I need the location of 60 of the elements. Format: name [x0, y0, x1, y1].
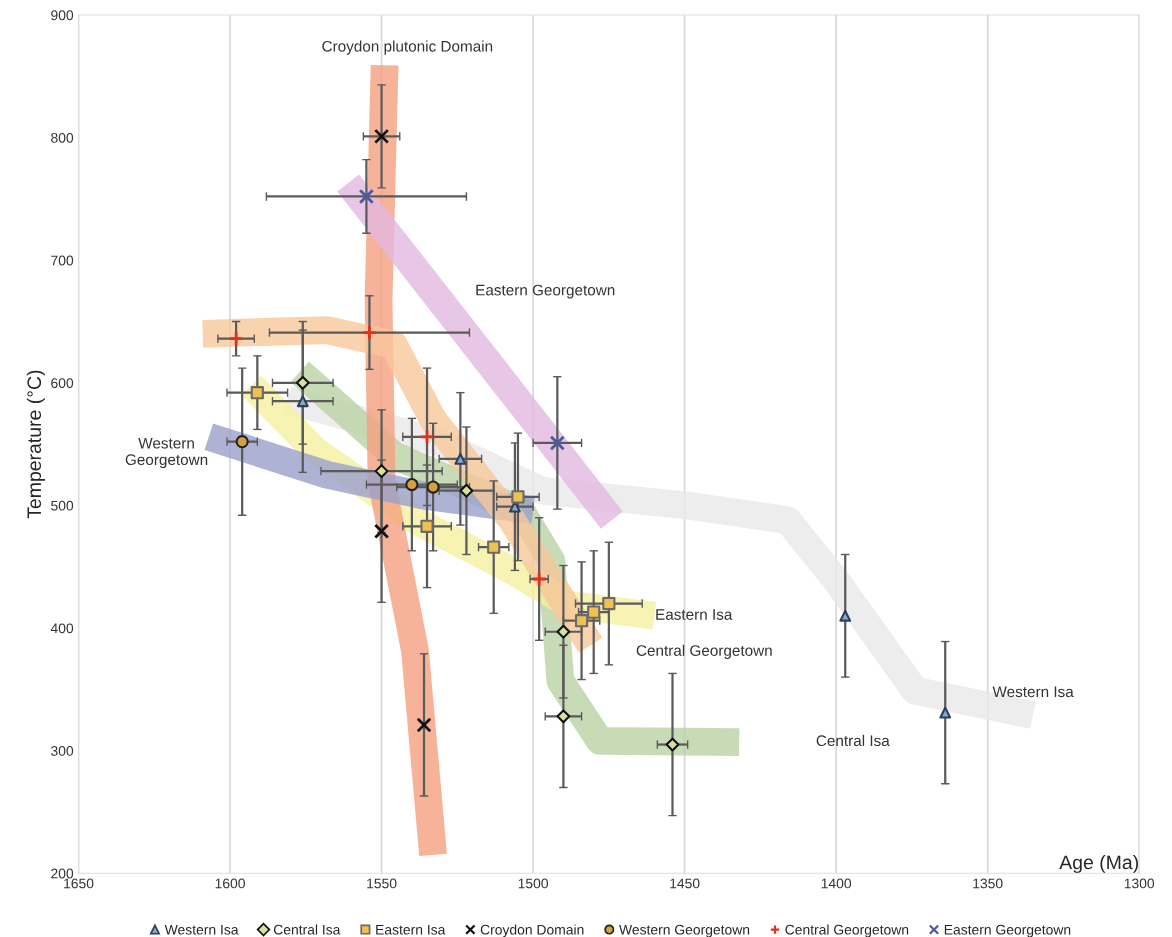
- annotation: Central Georgetown: [636, 644, 772, 659]
- x-tick-label: 1650: [64, 878, 94, 889]
- legend-label: Central Georgetown: [785, 924, 909, 937]
- x-tick-label: 1400: [821, 878, 852, 889]
- y-tick-label: 200: [51, 868, 74, 879]
- legend-label: Eastern Isa: [376, 924, 446, 935]
- point: [419, 429, 435, 445]
- annotation: Western Georgetown: [125, 437, 208, 469]
- y-tick-label: 800: [51, 132, 74, 143]
- point: [587, 605, 601, 619]
- point: [295, 375, 310, 390]
- point: [602, 596, 616, 611]
- point: [235, 435, 249, 449]
- x-tick-label: 1450: [670, 878, 700, 889]
- y-tick-label: 600: [51, 378, 74, 388]
- x-tick-label: 1300: [1124, 878, 1155, 889]
- legend-label: Western Isa: [164, 924, 239, 935]
- x-tick-label: 1600: [215, 878, 245, 889]
- point: [459, 483, 474, 498]
- point: [296, 395, 309, 408]
- legend-label: Central Isa: [273, 924, 341, 935]
- point: [556, 709, 571, 724]
- point: [373, 128, 390, 145]
- point: [939, 706, 952, 719]
- point: [549, 435, 565, 451]
- point: [420, 519, 434, 533]
- y-tick-label: 300: [51, 746, 74, 756]
- point: [374, 464, 389, 479]
- point: [454, 452, 467, 465]
- y-axis-title: Temperature (°C): [26, 370, 45, 519]
- point: [250, 386, 264, 400]
- point: [426, 480, 440, 494]
- point: [358, 188, 375, 205]
- x-axis-title: Age (Ma): [1059, 854, 1138, 874]
- x-tick-label: 1500: [518, 878, 548, 889]
- point: [574, 614, 589, 628]
- point: [361, 324, 378, 341]
- legend-label: Western Georgetown: [619, 924, 750, 937]
- x-tick-label: 1550: [367, 878, 397, 889]
- point: [405, 478, 419, 492]
- annotation: Croydon plutonic Domain: [322, 40, 493, 55]
- point: [556, 624, 571, 639]
- point: [839, 609, 852, 622]
- annotation: Eastern Georgetown: [476, 284, 615, 299]
- legend-label: Croydon Domain: [480, 924, 584, 937]
- point: [416, 717, 432, 733]
- annotation: Western Isa: [992, 686, 1074, 698]
- point: [228, 331, 244, 347]
- annotation: Central Isa: [816, 734, 890, 747]
- y-tick-label: 400: [50, 623, 74, 634]
- x-tick-label: 1350: [973, 878, 1003, 889]
- point: [511, 490, 525, 504]
- point: [665, 737, 680, 752]
- annotation: Eastern Isa: [656, 609, 733, 620]
- point: [373, 523, 390, 539]
- legend-label: Eastern Georgetown: [944, 924, 1071, 937]
- y-tick-label: 500: [51, 500, 74, 511]
- y-tick-label: 700: [51, 255, 74, 266]
- point: [487, 540, 501, 554]
- y-tick-label: 900: [51, 10, 74, 21]
